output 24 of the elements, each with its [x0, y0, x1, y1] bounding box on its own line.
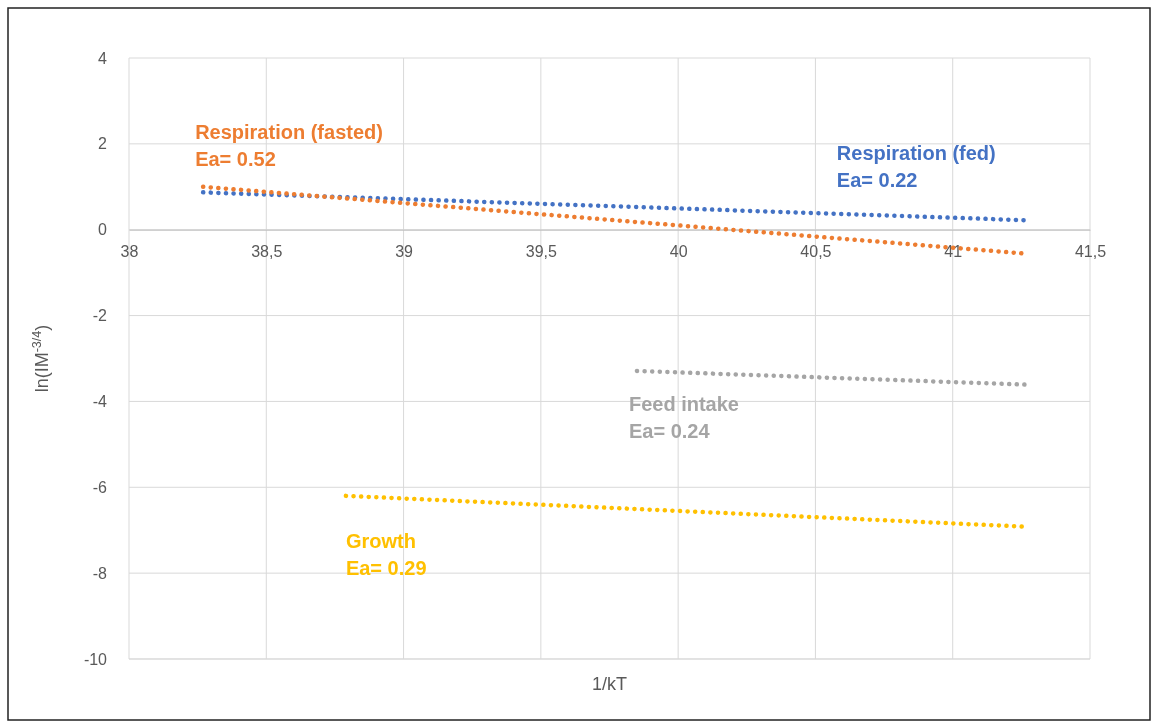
x-tick-label: 39,5 — [525, 243, 558, 261]
x-tick-label: 40 — [669, 243, 688, 261]
y-tick-label: -8 — [92, 564, 108, 582]
y-tick-label: -4 — [92, 393, 108, 411]
y-tick-label: -2 — [92, 307, 108, 325]
annotation: Ea= 0.29 — [345, 556, 427, 579]
annotation: Ea= 0.52 — [195, 147, 276, 170]
y-tick-label: -6 — [92, 478, 108, 496]
x-tick-label: 38 — [120, 243, 139, 261]
x-tick-label: 40,5 — [800, 243, 832, 261]
series-label: Feed intake — [628, 392, 739, 415]
text: Respiration (fasted) — [195, 120, 383, 143]
x-tick-label: 39 — [395, 243, 414, 261]
y-tick-label: -10 — [83, 650, 108, 668]
annotation: Ea= 0.24 — [628, 419, 711, 442]
y-tick-label: 2 — [98, 135, 108, 153]
x-axis-title: 1/kT — [591, 674, 628, 694]
y-tick-label: 0 — [98, 221, 108, 239]
x-tick-label: 41,5 — [1074, 243, 1107, 261]
y-tick-label: 4 — [98, 49, 108, 67]
series-label: Growth — [345, 529, 416, 552]
annotation: Ea= 0.22 — [836, 169, 918, 192]
text: Respiration (fed) — [836, 142, 996, 165]
x-tick-label: 38,5 — [251, 243, 283, 261]
